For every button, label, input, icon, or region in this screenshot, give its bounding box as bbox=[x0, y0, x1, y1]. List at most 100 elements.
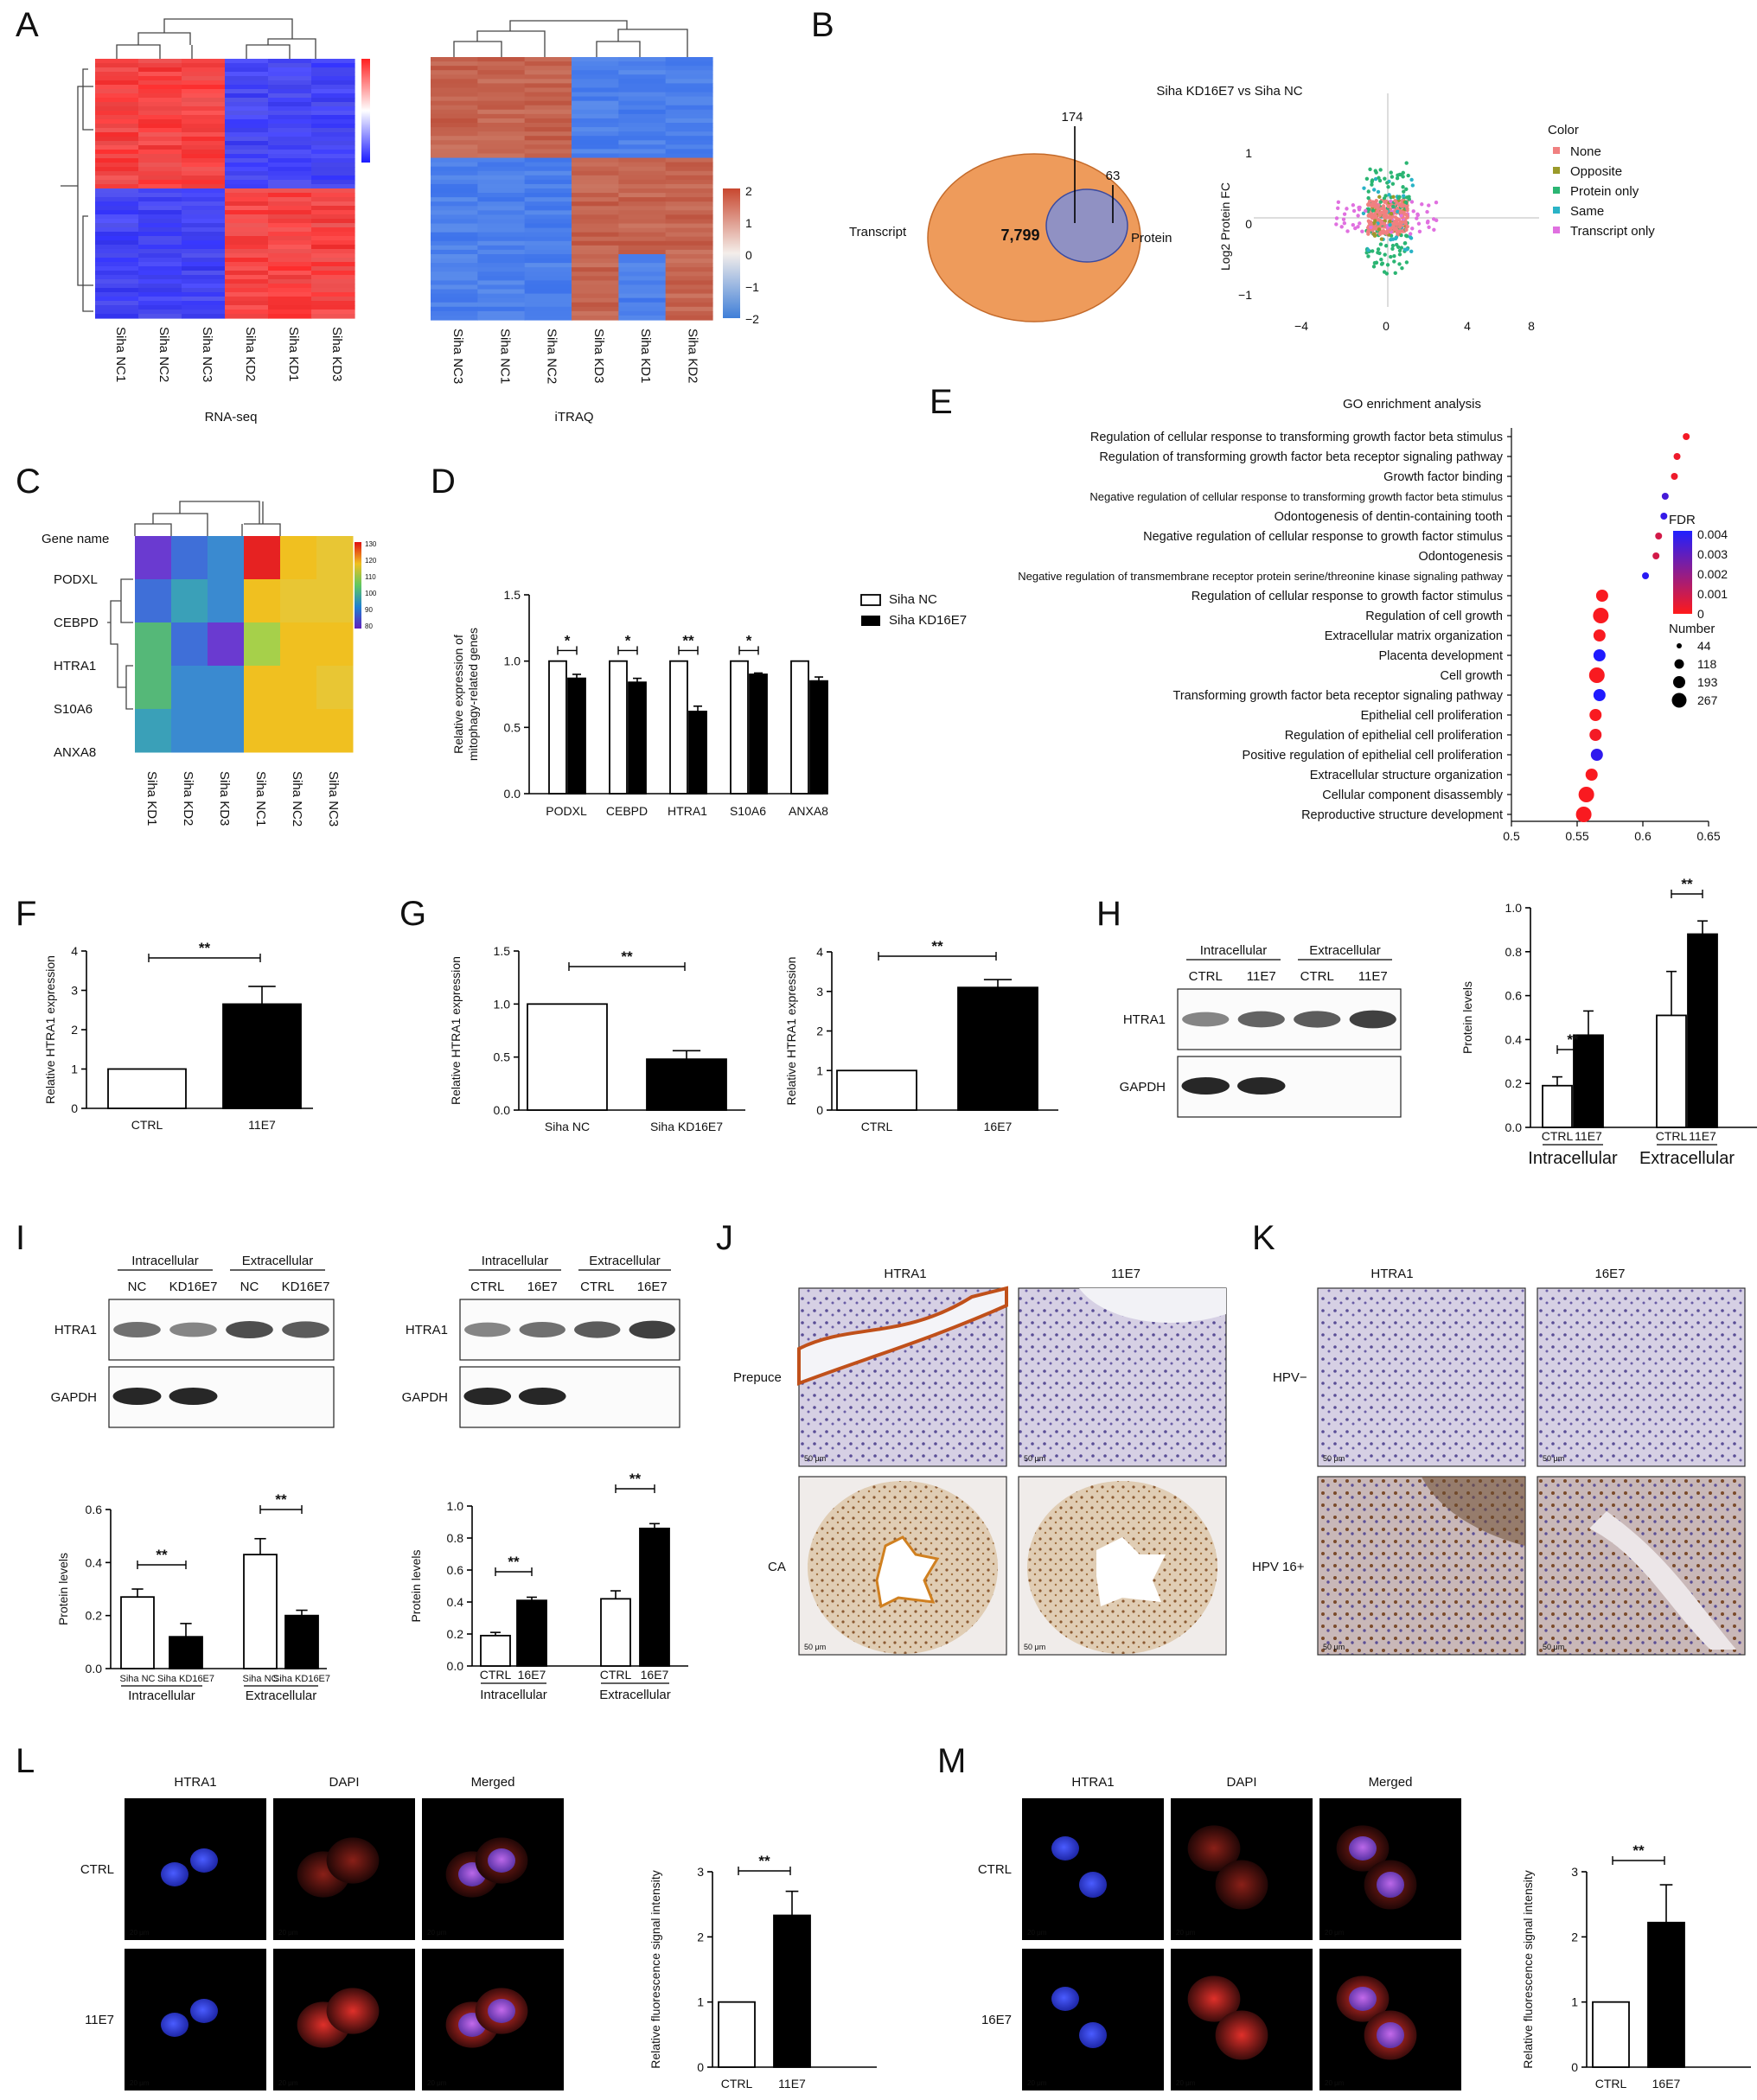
heatmap-cell bbox=[618, 109, 667, 115]
heatmap-cell bbox=[311, 67, 355, 73]
heatmap-cell bbox=[431, 92, 478, 98]
heatmap-cell bbox=[477, 232, 526, 238]
heatmap-cell bbox=[135, 536, 172, 580]
heatmap-cell bbox=[524, 271, 572, 277]
heatmap-cell bbox=[268, 154, 312, 159]
heatmap-cell bbox=[311, 271, 355, 276]
heatmap-cell bbox=[618, 276, 667, 281]
heatmap-cell bbox=[225, 163, 269, 168]
heatmap-cell bbox=[225, 171, 269, 176]
fluo-row-label: 11E7 bbox=[85, 2013, 114, 2027]
blot-header: Extracellular bbox=[242, 1254, 314, 1268]
heatmap-cell bbox=[477, 284, 526, 290]
volcano-y-tick: −1 bbox=[1238, 288, 1252, 302]
heatmap-cell bbox=[665, 276, 713, 281]
volcano-point bbox=[1383, 230, 1387, 234]
heatmap-cell bbox=[431, 113, 478, 119]
group-label: Extracellular bbox=[246, 1688, 317, 1703]
heatmap-cell bbox=[431, 210, 478, 215]
heatmap-cell bbox=[138, 284, 182, 289]
heatmap-cell bbox=[618, 105, 667, 111]
y-tick-label: 3 bbox=[71, 984, 78, 998]
itraq-sample-label: Siha NC2 bbox=[545, 329, 559, 384]
volcano-point bbox=[1384, 209, 1389, 214]
heatmap-cell bbox=[138, 292, 182, 297]
heatmap-cell bbox=[311, 93, 355, 99]
heatmap-cell bbox=[618, 297, 667, 303]
go-term-label: Extracellular matrix organization bbox=[1325, 629, 1503, 643]
bar bbox=[749, 673, 768, 795]
heatmap-cell bbox=[225, 119, 269, 124]
heatmap-cell bbox=[618, 61, 667, 67]
heatmap-cell bbox=[268, 85, 312, 90]
go-dot bbox=[1660, 513, 1668, 520]
go-dot bbox=[1593, 629, 1606, 641]
heatmap-cell bbox=[268, 258, 312, 263]
volcano-point bbox=[1415, 213, 1421, 217]
heatmap-cell bbox=[95, 154, 139, 159]
heatmap-cell bbox=[95, 240, 139, 246]
heatmap-cell bbox=[138, 128, 182, 133]
go-dot bbox=[1595, 590, 1608, 602]
heatmap-cell bbox=[311, 249, 355, 254]
heatmap-cell bbox=[524, 254, 572, 259]
heatmap-cell bbox=[171, 622, 208, 667]
gene-scale-tick: 80 bbox=[365, 622, 373, 630]
heatmap-cell bbox=[311, 163, 355, 168]
gene-label: HTRA1 bbox=[54, 659, 96, 673]
nucleus bbox=[1051, 1987, 1079, 2011]
heatmap-cell bbox=[225, 111, 269, 116]
heatmap-cell bbox=[431, 227, 478, 233]
heatmap-cell bbox=[618, 302, 667, 308]
itraq-scale-tick: 1 bbox=[745, 216, 752, 230]
volcano-point bbox=[1390, 211, 1394, 216]
fdr-scale bbox=[1673, 531, 1692, 614]
heatmap-cell bbox=[665, 96, 713, 102]
panel-label-d: D bbox=[431, 463, 456, 501]
heatmap-cell bbox=[618, 79, 667, 84]
heatmap-cell bbox=[95, 115, 139, 120]
y-tick-label: 0.4 bbox=[1505, 1032, 1523, 1046]
x-tick-label: CTRL bbox=[1656, 1129, 1688, 1143]
blot-row-label: GAPDH bbox=[1120, 1080, 1166, 1095]
heatmap-cell bbox=[572, 297, 619, 303]
heatmap-cell bbox=[431, 254, 478, 259]
heatmap-cell bbox=[524, 136, 572, 141]
heatmap-cell bbox=[182, 271, 226, 276]
heatmap-cell bbox=[431, 284, 478, 290]
heatmap-cell bbox=[95, 102, 139, 107]
bar bbox=[688, 711, 707, 795]
y-tick-label: 3 bbox=[1571, 1865, 1578, 1879]
ihc-ca-11e7 bbox=[1018, 1476, 1227, 1656]
y-tick-label: 0.4 bbox=[86, 1555, 103, 1569]
chart-m: 0 1 2 3 Relative fluorescence signal intensi… bbox=[1521, 1842, 1751, 2090]
heatmap-cell bbox=[138, 210, 182, 215]
heatmap-cell bbox=[95, 219, 139, 224]
htra1-band bbox=[113, 1322, 161, 1337]
heatmap-cell bbox=[268, 67, 312, 73]
heatmap-cell bbox=[477, 136, 526, 141]
scale-bar-label: 20 μm bbox=[130, 1929, 150, 1937]
heatmap-cell bbox=[572, 276, 619, 281]
volcano-point bbox=[1392, 259, 1396, 264]
cell-signal bbox=[1187, 1825, 1241, 1872]
y-axis-label: mitophagy-related genes bbox=[466, 628, 480, 761]
heatmap-cell bbox=[225, 206, 269, 211]
heatmap-cell bbox=[572, 193, 619, 198]
volcano-point bbox=[1366, 219, 1371, 223]
heatmap-cell bbox=[138, 305, 182, 310]
heatmap-cell bbox=[311, 124, 355, 129]
panel-label-e: E bbox=[930, 383, 953, 421]
volcano-point bbox=[1396, 195, 1402, 200]
heatmap-cell bbox=[225, 176, 269, 181]
heatmap-cell bbox=[524, 96, 572, 102]
go-term-label: Regulation of cell growth bbox=[1365, 610, 1503, 623]
go-term-label: Negative regulation of cellular response… bbox=[1089, 490, 1503, 503]
heatmap-cell bbox=[665, 79, 713, 84]
heatmap-cell bbox=[316, 579, 354, 623]
heatmap-cell bbox=[311, 193, 355, 198]
heatmap-cell bbox=[477, 100, 526, 106]
legend-title: Color bbox=[1548, 123, 1579, 137]
keratin-layer bbox=[797, 1286, 1008, 1386]
htra1-band bbox=[629, 1320, 675, 1339]
